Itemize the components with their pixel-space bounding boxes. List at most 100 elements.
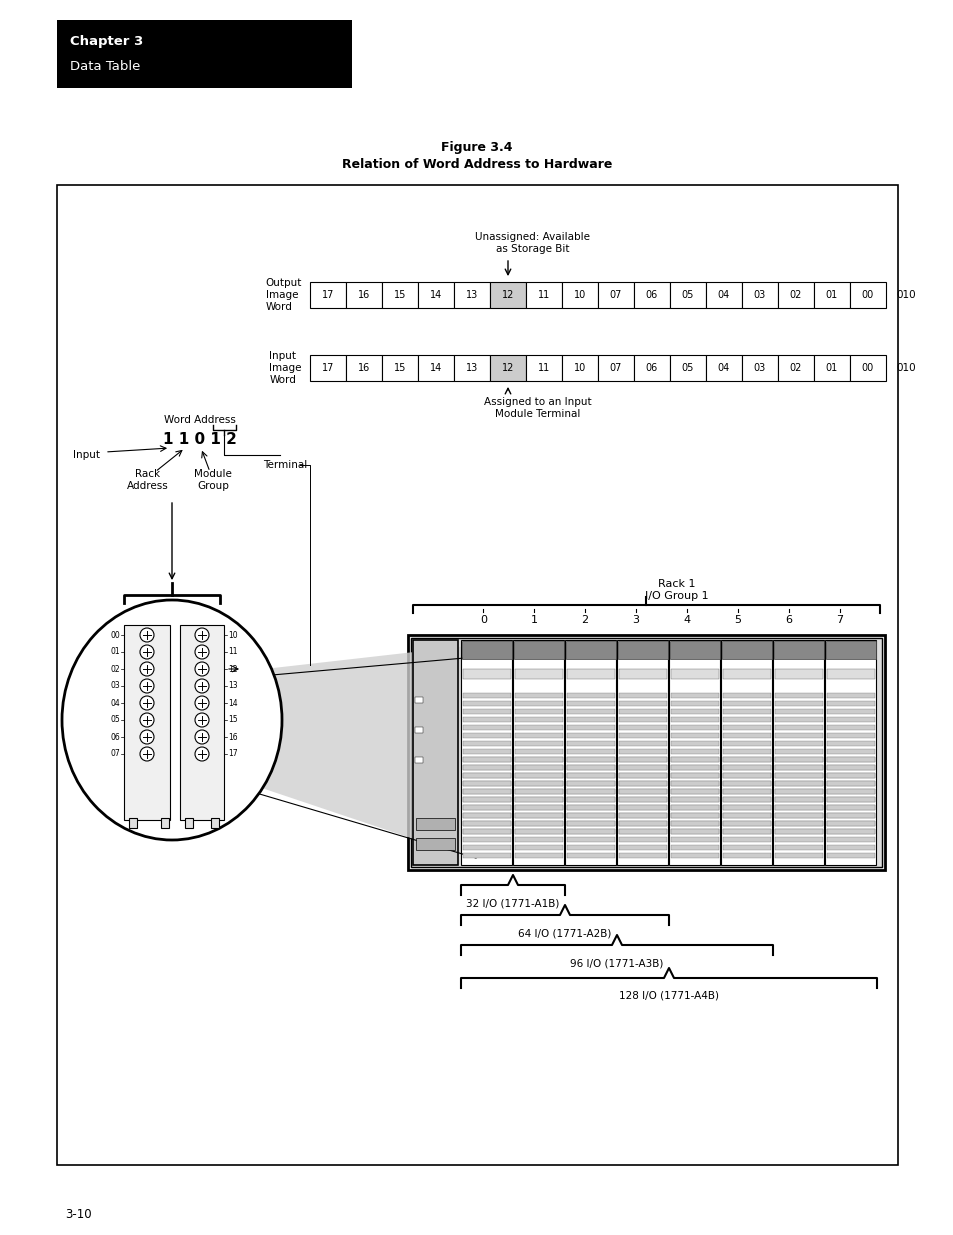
Bar [722,821,770,826]
Bar [618,813,666,818]
Bar [669,641,720,659]
Bar [513,640,564,864]
Bar [826,829,874,834]
Bar [515,837,562,842]
Bar [705,282,741,308]
Text: 17: 17 [321,290,334,300]
Text: 11: 11 [537,290,550,300]
Bar [722,813,770,818]
Text: 16: 16 [357,290,370,300]
Bar [722,797,770,802]
Bar [617,640,668,864]
Text: 01: 01 [111,647,120,657]
Bar [826,773,874,778]
Bar [515,734,562,739]
Bar [618,748,666,755]
Bar [774,853,822,858]
Bar [515,853,562,858]
Bar [462,837,511,842]
Bar [670,741,719,746]
Bar [566,821,615,826]
Bar [826,701,874,706]
Bar [618,764,666,769]
Bar [566,789,615,794]
Circle shape [140,713,153,727]
Text: 14: 14 [228,699,237,708]
Text: 04: 04 [717,290,729,300]
Bar [774,829,822,834]
Bar [813,354,849,382]
Bar [774,764,822,769]
Bar [566,709,615,714]
Text: 06: 06 [645,290,658,300]
Bar [670,821,719,826]
Bar [813,282,849,308]
Bar [462,797,511,802]
Bar [462,748,511,755]
Bar [515,797,562,802]
Bar [461,641,512,659]
Bar [515,781,562,785]
Bar [462,741,511,746]
Bar [565,641,616,659]
Text: 04: 04 [111,699,120,708]
Bar [515,764,562,769]
Bar [462,725,511,730]
Bar [722,789,770,794]
Text: 13: 13 [228,682,237,690]
Bar [670,757,719,762]
Bar [670,845,719,850]
Bar [722,764,770,769]
Text: 12: 12 [228,664,237,673]
Bar [618,829,666,834]
Bar [415,757,422,763]
Bar [826,805,874,810]
Bar [462,709,511,714]
Bar [778,354,813,382]
Bar [618,837,666,842]
Bar [774,773,822,778]
Bar [774,781,822,785]
Bar [515,845,562,850]
Bar [826,741,874,746]
Bar [774,789,822,794]
Text: Assigned to an Input
Module Terminal: Assigned to an Input Module Terminal [484,398,591,419]
Bar [515,805,562,810]
Text: 00: 00 [861,363,873,373]
Bar [566,725,615,730]
Bar [826,821,874,826]
Bar [774,773,822,778]
Text: 03: 03 [753,363,765,373]
Bar [515,764,562,769]
Bar [670,829,719,834]
Bar [454,354,490,382]
Text: 12: 12 [501,290,514,300]
Bar [566,805,615,810]
Text: 3-10: 3-10 [65,1209,91,1221]
Bar [566,805,615,810]
Bar [722,773,770,778]
Bar [670,773,719,778]
Bar [826,797,874,802]
Circle shape [194,679,209,693]
Bar [618,797,666,802]
Bar [774,805,822,810]
Bar [670,813,719,818]
Text: 01: 01 [825,290,838,300]
Bar [515,693,562,698]
Bar [826,845,874,850]
Bar [774,669,822,679]
Bar [515,741,562,746]
Bar [515,789,562,794]
Bar [566,741,615,746]
Text: 1: 1 [530,615,537,625]
Bar [618,701,666,706]
Bar [670,701,719,706]
Ellipse shape [62,600,282,840]
Text: Module
Group: Module Group [193,469,232,490]
Bar [416,839,455,850]
Bar [57,20,352,88]
Bar [566,757,615,762]
Bar [618,805,666,810]
Bar [722,764,770,769]
